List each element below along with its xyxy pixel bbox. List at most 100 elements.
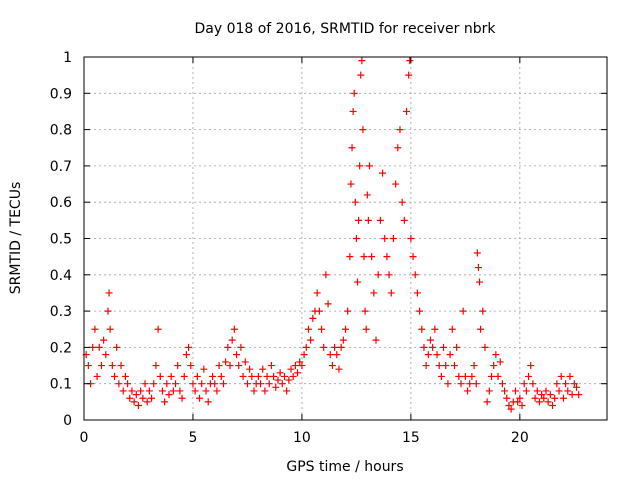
data-point bbox=[222, 358, 230, 366]
data-point bbox=[370, 289, 378, 297]
data-point bbox=[555, 387, 563, 395]
data-point bbox=[156, 372, 164, 380]
data-point bbox=[433, 351, 441, 359]
data-point bbox=[387, 289, 395, 297]
data-point bbox=[270, 372, 278, 380]
data-point bbox=[355, 216, 363, 224]
data-point bbox=[180, 372, 188, 380]
x-tick-label: 10 bbox=[293, 430, 311, 446]
data-point bbox=[352, 235, 360, 242]
data-point bbox=[374, 271, 382, 279]
data-point bbox=[239, 372, 247, 380]
data-point bbox=[241, 358, 249, 366]
data-point bbox=[551, 394, 559, 402]
data-point bbox=[538, 391, 546, 399]
data-point bbox=[570, 380, 578, 388]
data-point bbox=[418, 325, 426, 333]
data-point bbox=[403, 107, 411, 115]
data-point bbox=[357, 71, 365, 79]
data-point bbox=[119, 387, 127, 395]
data-point bbox=[564, 387, 572, 395]
data-point bbox=[505, 401, 513, 409]
data-point bbox=[411, 271, 419, 279]
data-point bbox=[494, 372, 502, 380]
data-point bbox=[435, 362, 443, 370]
data-point bbox=[511, 387, 519, 395]
data-point bbox=[84, 362, 92, 370]
data-point bbox=[546, 391, 554, 399]
data-point bbox=[300, 351, 308, 359]
data-point bbox=[105, 289, 113, 297]
data-point bbox=[346, 253, 354, 261]
data-point bbox=[544, 398, 552, 406]
data-point bbox=[342, 325, 349, 333]
data-point bbox=[233, 351, 241, 359]
data-point bbox=[514, 398, 522, 406]
data-point bbox=[137, 387, 145, 395]
data-point bbox=[178, 394, 186, 402]
data-point bbox=[106, 325, 114, 333]
data-point bbox=[453, 343, 461, 351]
data-point bbox=[324, 300, 332, 308]
data-point bbox=[516, 394, 524, 402]
data-point bbox=[318, 325, 326, 333]
data-point bbox=[444, 380, 452, 388]
data-point bbox=[333, 351, 341, 359]
data-point bbox=[407, 235, 415, 242]
data-point bbox=[278, 380, 286, 388]
data-point bbox=[472, 380, 480, 388]
data-point bbox=[501, 387, 509, 395]
data-point bbox=[130, 398, 138, 406]
data-point bbox=[187, 362, 195, 370]
data-point bbox=[134, 401, 142, 409]
data-point bbox=[461, 372, 469, 380]
data-point bbox=[362, 325, 370, 333]
data-point bbox=[542, 387, 550, 395]
data-point bbox=[89, 343, 97, 351]
data-point bbox=[326, 351, 334, 359]
data-point bbox=[121, 372, 129, 380]
data-point bbox=[165, 391, 173, 399]
data-point bbox=[291, 362, 299, 370]
data-point bbox=[302, 343, 310, 351]
data-point bbox=[553, 380, 561, 388]
data-point bbox=[479, 307, 487, 315]
data-point bbox=[392, 180, 400, 188]
data-point bbox=[394, 144, 402, 152]
data-point bbox=[328, 362, 336, 370]
data-point bbox=[115, 380, 123, 388]
data-point bbox=[150, 380, 158, 388]
data-point bbox=[124, 380, 132, 388]
chart-title: Day 018 of 2016, SRMTID for receiver nbr… bbox=[194, 21, 496, 37]
data-point bbox=[381, 235, 389, 242]
data-point bbox=[535, 398, 543, 406]
data-point bbox=[126, 394, 134, 402]
data-point bbox=[250, 387, 258, 395]
data-point bbox=[568, 391, 576, 399]
data-point bbox=[143, 398, 151, 406]
data-point bbox=[396, 126, 404, 134]
data-point bbox=[431, 325, 439, 333]
axis-ticks: 00.10.20.30.40.50.60.70.80.910 5 10 15 20 bbox=[50, 50, 607, 446]
data-point bbox=[167, 372, 175, 380]
data-point bbox=[193, 372, 201, 380]
data-point bbox=[349, 107, 357, 115]
data-point bbox=[294, 369, 302, 377]
data-point bbox=[525, 372, 533, 380]
data-point bbox=[254, 372, 262, 380]
data-point bbox=[527, 362, 535, 370]
data-point bbox=[195, 394, 203, 402]
data-point bbox=[481, 343, 489, 351]
data-point bbox=[416, 307, 424, 315]
data-point bbox=[424, 351, 432, 359]
data-point bbox=[246, 365, 254, 373]
data-point bbox=[128, 387, 136, 395]
data-point bbox=[483, 398, 491, 406]
data-point bbox=[230, 325, 238, 333]
y-tick-label: 0.4 bbox=[50, 268, 72, 284]
data-point bbox=[213, 387, 221, 395]
data-point bbox=[361, 307, 369, 315]
y-tick-label: 0.6 bbox=[50, 195, 72, 211]
data-point bbox=[492, 351, 500, 359]
